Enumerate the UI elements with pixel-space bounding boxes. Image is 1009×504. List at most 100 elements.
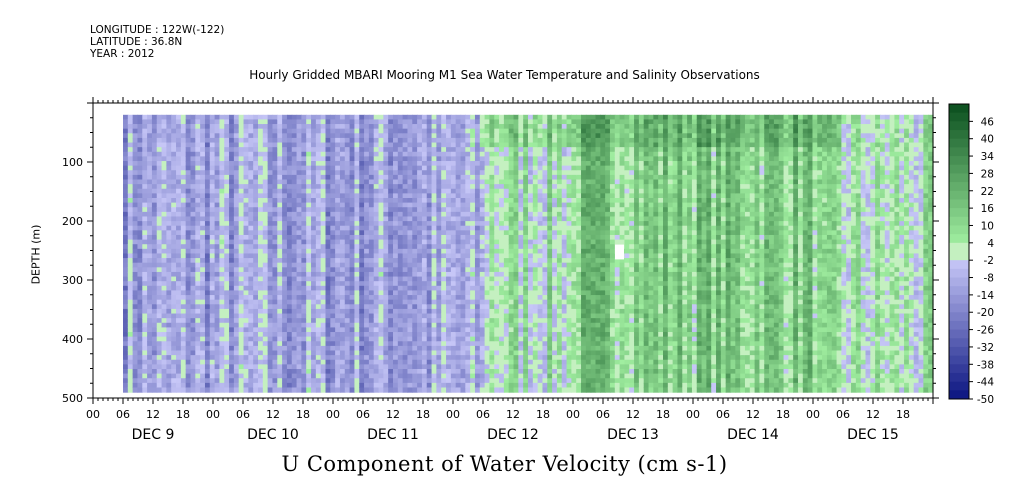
heat-cell xyxy=(354,128,360,134)
heat-cell xyxy=(494,378,500,384)
heat-cell xyxy=(204,170,211,176)
heat-cell xyxy=(513,258,519,264)
heat-cell xyxy=(393,193,399,199)
heat-cell xyxy=(518,313,524,319)
heat-cell xyxy=(450,137,457,144)
heat-cell xyxy=(200,142,206,148)
heat-cell xyxy=(330,119,336,125)
heat-cell xyxy=(156,179,163,185)
heat-cell xyxy=(354,341,360,347)
heat-cell xyxy=(325,137,331,144)
heat-cell xyxy=(147,184,153,190)
heat-cell xyxy=(161,271,167,278)
heat-cell xyxy=(335,202,341,208)
heat-cell xyxy=(474,216,481,222)
heat-cell xyxy=(436,161,442,167)
heat-cell xyxy=(142,299,148,305)
heat-cell xyxy=(190,382,196,389)
heat-cell xyxy=(412,336,418,342)
heat-cell xyxy=(417,230,423,236)
heat-cell xyxy=(286,387,293,393)
heat-cell xyxy=(286,239,293,245)
heat-cell xyxy=(383,345,389,352)
heat-cell xyxy=(513,221,519,227)
heat-cell xyxy=(132,188,139,194)
heat-cell xyxy=(272,197,278,204)
heat-cell xyxy=(470,234,476,241)
heat-cell xyxy=(383,179,389,185)
heat-cell xyxy=(238,184,245,190)
heat-cell xyxy=(214,188,221,194)
heat-cell xyxy=(503,332,510,338)
heat-cell xyxy=(320,207,327,213)
heat-cell xyxy=(441,276,447,282)
heat-cell xyxy=(142,387,148,393)
heat-cell xyxy=(393,119,399,125)
heat-cell xyxy=(277,327,283,333)
heat-cell xyxy=(262,184,269,190)
heat-cell xyxy=(214,197,221,204)
heat-cell xyxy=(311,308,317,315)
heat-cell xyxy=(344,225,351,231)
heat-cell xyxy=(397,179,404,185)
heat-cell xyxy=(489,216,495,222)
heat-cell xyxy=(364,244,370,250)
heat-cell xyxy=(219,170,225,176)
heat-cell xyxy=(200,174,206,181)
heat-cell xyxy=(431,244,437,250)
heat-cell xyxy=(277,147,283,153)
heat-cell xyxy=(397,248,404,255)
heat-cell xyxy=(339,142,346,148)
heat-cell xyxy=(436,299,442,305)
heat-cell xyxy=(156,341,163,347)
heat-cell xyxy=(262,165,269,171)
heat-cell xyxy=(311,248,317,255)
heat-cell xyxy=(499,318,505,324)
heat-cell xyxy=(291,188,298,194)
heat-cell xyxy=(513,295,519,301)
heat-cell xyxy=(301,151,307,157)
heat-cell xyxy=(474,133,481,139)
heat-cell xyxy=(474,124,481,130)
heat-cell xyxy=(460,184,466,190)
heat-cell xyxy=(200,368,206,375)
heat-cell xyxy=(238,318,245,324)
heat-cell xyxy=(291,133,298,139)
heat-cell xyxy=(171,345,177,352)
heat-cell xyxy=(229,336,235,342)
heat-cell xyxy=(494,285,500,292)
heat-cell xyxy=(267,262,274,268)
heat-cell xyxy=(494,174,500,181)
heat-cell xyxy=(161,133,167,139)
heat-cell xyxy=(479,387,486,393)
heat-cell xyxy=(470,332,476,338)
heat-cell xyxy=(224,161,230,167)
heat-cell xyxy=(291,119,298,125)
heat-cell xyxy=(335,156,341,162)
heat-cell xyxy=(421,267,428,273)
heat-cell xyxy=(393,128,399,134)
heat-cell xyxy=(455,244,462,250)
heat-cell xyxy=(286,188,293,194)
heat-cell xyxy=(402,281,409,287)
heat-cell xyxy=(431,239,437,245)
heat-cell xyxy=(166,244,172,250)
heat-cell xyxy=(277,216,283,222)
heat-cell xyxy=(489,230,495,236)
heat-cell xyxy=(455,174,462,181)
heat-cell xyxy=(474,290,481,296)
heat-cell xyxy=(508,299,515,305)
heat-cell xyxy=(301,378,307,384)
heat-cell xyxy=(282,382,288,389)
heat-cell xyxy=(147,211,153,218)
heat-cell xyxy=(489,179,495,185)
heat-cell xyxy=(132,156,139,162)
heat-cell xyxy=(127,387,134,393)
heat-cell xyxy=(378,202,384,208)
heat-cell xyxy=(142,137,148,144)
heat-cell xyxy=(354,313,360,319)
heat-cell xyxy=(233,285,240,292)
chart-title: Hourly Gridded MBARI Mooring M1 Sea Wate… xyxy=(249,68,760,82)
heat-cell xyxy=(238,345,245,352)
heat-cell xyxy=(233,290,240,296)
